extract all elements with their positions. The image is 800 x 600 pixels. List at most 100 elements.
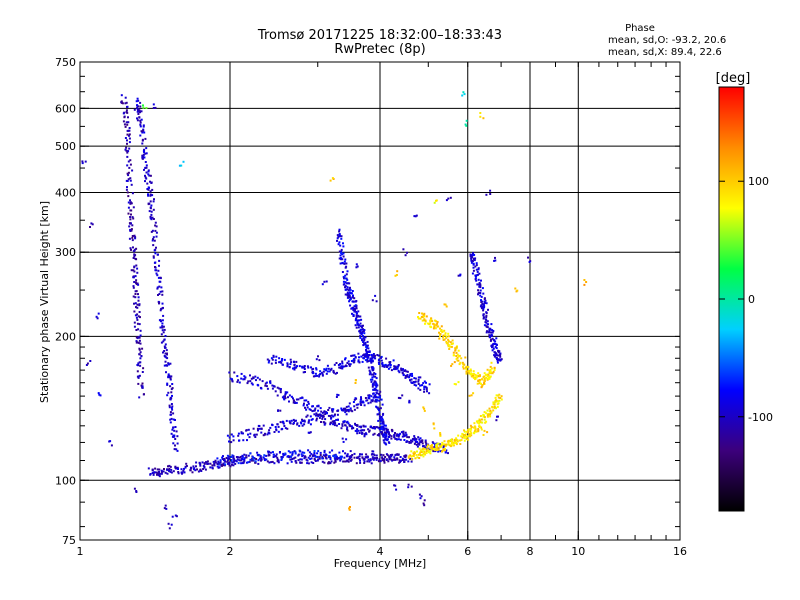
data-point xyxy=(158,468,161,471)
data-point xyxy=(171,428,174,431)
data-point xyxy=(439,335,441,338)
data-point xyxy=(155,231,158,234)
data-point xyxy=(485,420,488,423)
data-point xyxy=(355,266,358,269)
data-point xyxy=(334,460,337,463)
data-point xyxy=(172,426,175,429)
data-point xyxy=(319,407,322,410)
data-point xyxy=(137,283,140,286)
data-point xyxy=(463,93,466,96)
data-point xyxy=(315,368,318,371)
data-point xyxy=(444,303,447,306)
data-point xyxy=(121,102,124,105)
data-point xyxy=(425,450,428,452)
data-point xyxy=(366,357,369,360)
colorbar-tick-label: 100 xyxy=(748,175,769,188)
data-point xyxy=(308,419,311,422)
data-point xyxy=(380,419,383,422)
data-point xyxy=(319,454,322,456)
data-point xyxy=(309,423,312,426)
data-point xyxy=(323,423,326,426)
data-point xyxy=(196,468,198,471)
data-point xyxy=(296,422,299,425)
data-point xyxy=(495,354,498,356)
data-point xyxy=(126,105,129,108)
data-point xyxy=(424,448,427,451)
data-point xyxy=(306,459,309,462)
data-point xyxy=(252,456,254,459)
data-point xyxy=(360,426,363,429)
data-point xyxy=(129,179,132,182)
data-point xyxy=(497,351,500,354)
data-point xyxy=(340,248,343,251)
data-point xyxy=(461,94,464,97)
data-point xyxy=(485,412,488,415)
data-point xyxy=(416,441,419,443)
data-point xyxy=(391,459,394,462)
data-point xyxy=(143,168,145,171)
data-point xyxy=(313,409,316,412)
data-point xyxy=(366,351,369,354)
data-point xyxy=(339,256,342,259)
data-point xyxy=(137,99,140,102)
data-point xyxy=(316,459,319,462)
data-point xyxy=(449,438,452,441)
data-point xyxy=(135,491,138,493)
data-point xyxy=(162,331,165,334)
data-point xyxy=(264,382,267,385)
data-point xyxy=(334,457,337,460)
data-point xyxy=(363,357,365,360)
data-point xyxy=(495,399,498,402)
data-point xyxy=(136,271,139,274)
data-point xyxy=(430,319,433,322)
data-point xyxy=(237,456,239,459)
data-point xyxy=(249,380,252,383)
data-point xyxy=(125,188,128,191)
data-point xyxy=(455,358,458,360)
data-point xyxy=(477,278,480,281)
data-point xyxy=(131,216,134,219)
data-point xyxy=(432,450,435,453)
data-point xyxy=(435,199,438,202)
data-point xyxy=(155,235,158,238)
data-point xyxy=(145,166,148,169)
data-point xyxy=(149,194,152,197)
data-point xyxy=(133,281,136,283)
data-point xyxy=(152,218,155,220)
data-point xyxy=(153,471,156,474)
data-point xyxy=(224,463,227,466)
data-point xyxy=(315,358,318,361)
data-point xyxy=(160,307,163,310)
data-point xyxy=(489,193,492,195)
data-point xyxy=(499,354,501,356)
data-point xyxy=(170,397,173,400)
data-point xyxy=(383,461,386,464)
data-point xyxy=(136,306,139,309)
data-point xyxy=(247,428,250,431)
data-point xyxy=(289,358,292,361)
data-point xyxy=(495,419,498,422)
data-point xyxy=(161,470,163,473)
data-point xyxy=(170,391,173,394)
data-point xyxy=(137,375,140,378)
data-point xyxy=(404,431,407,434)
data-point xyxy=(310,418,313,421)
data-point xyxy=(151,216,154,219)
data-point xyxy=(342,440,345,443)
data-point xyxy=(292,422,295,424)
data-point xyxy=(158,319,161,322)
data-point xyxy=(404,456,407,458)
data-point xyxy=(361,429,364,432)
data-point xyxy=(283,398,286,401)
data-point xyxy=(488,407,491,410)
data-point xyxy=(324,369,327,372)
data-point xyxy=(284,395,286,398)
data-point xyxy=(190,467,193,470)
data-point xyxy=(423,319,426,322)
data-point xyxy=(285,419,288,422)
data-point xyxy=(279,391,282,394)
data-point xyxy=(431,320,434,323)
data-point xyxy=(135,247,138,250)
data-point xyxy=(475,262,478,265)
